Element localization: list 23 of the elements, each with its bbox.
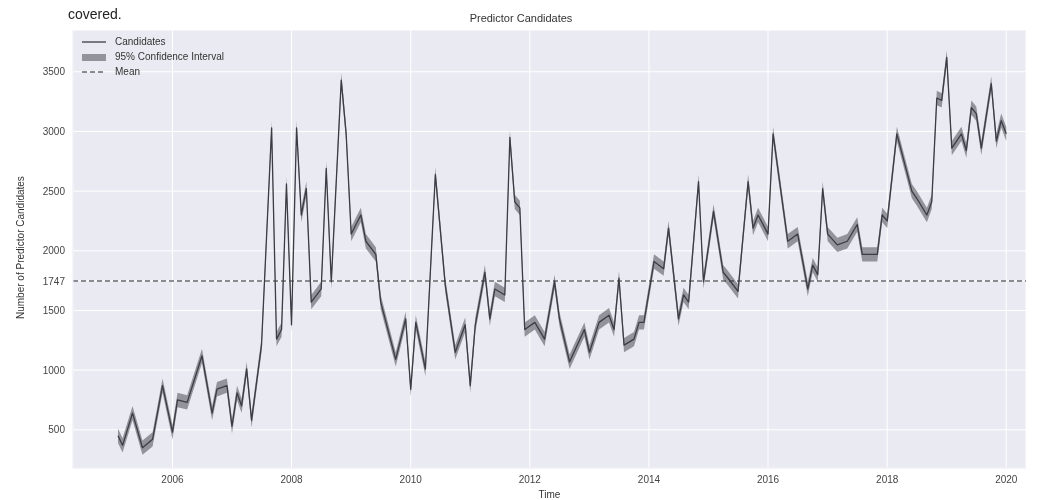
text: covered. — [68, 6, 122, 22]
x-tick-label: 2020 — [995, 474, 1018, 486]
y-tick-label: 1500 — [42, 305, 66, 317]
x-axis-title: Time — [538, 489, 561, 500]
y-tick-label: 1000 — [42, 364, 66, 376]
x-tick-label: 2010 — [399, 474, 423, 486]
legend-label: Candidates — [115, 35, 166, 49]
x-tick-label: 2006 — [161, 474, 185, 486]
x-tick-label: 2016 — [756, 474, 780, 486]
chart-title: Predictor Candidates — [469, 12, 573, 24]
y-tick-label: 2500 — [42, 185, 66, 197]
y-tick-label: 1747 — [42, 275, 66, 287]
y-axis-title: Number of Predictor Candidates — [14, 176, 26, 319]
x-tick-label: 2008 — [280, 474, 304, 486]
y-tick-label: 2000 — [42, 245, 66, 257]
x-tick-label: 2012 — [518, 474, 542, 486]
annotation: 95% Confidence Interval — [115, 50, 224, 64]
x-tick-label: 2018 — [876, 474, 899, 486]
y-tick-label: 3000 — [42, 125, 66, 137]
x-tick-label: 2014 — [637, 474, 661, 486]
y-tick-label: 3500 — [42, 66, 66, 78]
legend-label: Mean — [115, 65, 141, 79]
y-tick-label: 500 — [48, 424, 66, 436]
